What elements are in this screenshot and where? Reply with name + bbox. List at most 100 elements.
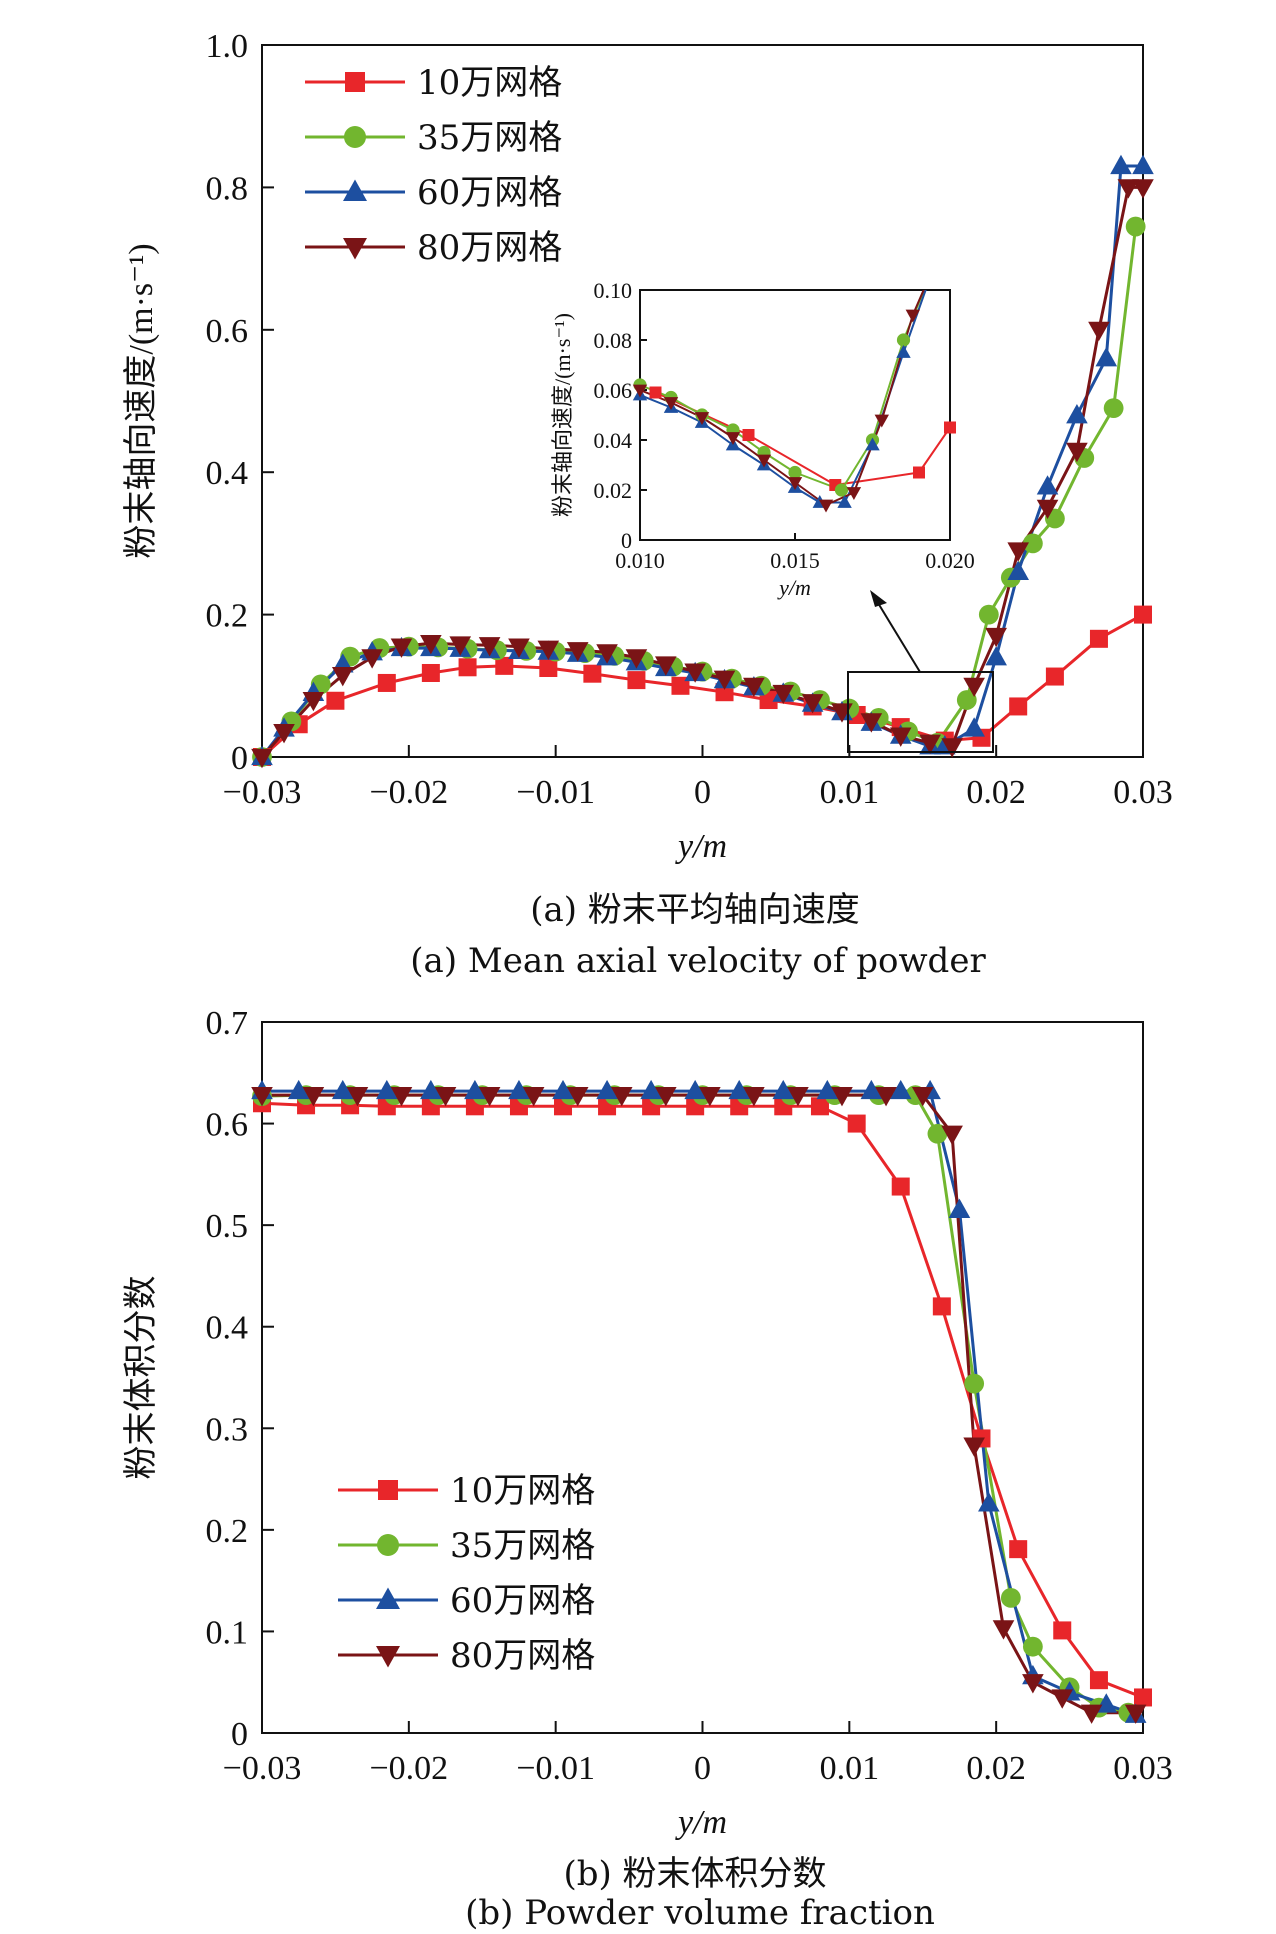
data-point xyxy=(1036,499,1059,520)
x-tick-label: 0.02 xyxy=(966,774,1026,811)
data-point xyxy=(478,1087,501,1107)
data-point xyxy=(632,384,648,398)
zoom-box xyxy=(847,671,994,753)
x-tick-label: 0 xyxy=(694,774,711,811)
data-point xyxy=(596,1079,618,1100)
y-tick-label: 0.5 xyxy=(206,1208,249,1245)
series-line-a_inset-1 xyxy=(640,290,926,491)
legend-entry: 35万网格 xyxy=(450,1526,595,1566)
series-line-b-3 xyxy=(262,1093,1136,1715)
data-point xyxy=(1009,1540,1028,1559)
data-point xyxy=(464,1079,486,1100)
data-point xyxy=(1134,605,1152,624)
series-line-b-1 xyxy=(262,1093,1129,1715)
data-point xyxy=(772,684,795,705)
y-tick-label: 0.8 xyxy=(206,170,249,207)
data-point xyxy=(663,397,679,410)
data-point xyxy=(522,1087,545,1107)
data-point xyxy=(889,727,912,747)
data-point xyxy=(948,1198,971,1219)
x-tick-label: −0.02 xyxy=(369,1750,448,1787)
data-point xyxy=(985,627,1007,648)
data-point xyxy=(539,659,558,677)
x-tick-label: −0.02 xyxy=(369,774,448,811)
data-point xyxy=(1132,154,1154,175)
data-point xyxy=(927,1123,948,1144)
y-tick-label: 1.0 xyxy=(206,28,249,65)
data-point xyxy=(742,429,755,441)
data-point xyxy=(251,748,273,769)
data-point xyxy=(1132,179,1154,199)
data-point xyxy=(566,642,589,662)
legend-entry: 10万网格 xyxy=(450,1471,595,1511)
y-tick-label: 0.2 xyxy=(206,598,249,635)
data-point xyxy=(326,691,345,710)
data-point xyxy=(1022,1636,1043,1657)
data-point xyxy=(837,495,852,508)
data-point xyxy=(905,309,920,323)
data-point xyxy=(874,414,889,428)
data-point xyxy=(1095,1693,1118,1713)
data-point xyxy=(889,1079,912,1100)
data-point xyxy=(1007,542,1029,562)
data-point xyxy=(1066,442,1088,463)
data-point xyxy=(1080,1704,1103,1724)
x-axis-label: y/m xyxy=(675,828,727,865)
data-point xyxy=(1088,321,1110,342)
series-line-a-0 xyxy=(262,613,1143,757)
data-point xyxy=(640,1079,662,1100)
x-tick-label: −0.03 xyxy=(223,774,302,811)
legend-marker xyxy=(377,1534,399,1556)
data-point xyxy=(376,1079,398,1100)
data-point xyxy=(654,1087,677,1107)
x-tick-label: 0.02 xyxy=(966,1750,1026,1787)
data-point xyxy=(1022,1674,1044,1694)
data-point xyxy=(1000,1588,1021,1608)
data-point xyxy=(1045,667,1064,686)
legend-marker xyxy=(345,72,365,92)
data-point xyxy=(421,663,440,682)
data-point xyxy=(913,466,925,479)
data-point xyxy=(964,1373,985,1394)
data-point xyxy=(287,1079,310,1100)
data-point xyxy=(694,412,710,425)
caption-b-en: (b) Powder volume fraction xyxy=(465,1893,935,1933)
legend-entry: 60万网格 xyxy=(417,173,562,213)
x-axis-label: y/m xyxy=(675,1804,727,1841)
data-point xyxy=(1089,1671,1108,1690)
y-axis-label: 粉末体积分数 xyxy=(122,1276,160,1480)
data-point xyxy=(346,1087,369,1107)
data-point xyxy=(1022,533,1043,554)
data-point xyxy=(1089,629,1108,648)
x-tick-label: 0.01 xyxy=(820,1750,880,1787)
legend-marker xyxy=(376,1587,400,1609)
caption-a-en: (a) Mean axial velocity of powder xyxy=(410,941,986,981)
data-point xyxy=(963,1437,985,1457)
data-point xyxy=(896,333,911,347)
data-point xyxy=(985,646,1007,666)
data-point xyxy=(818,499,834,513)
data-point xyxy=(865,437,880,451)
data-point xyxy=(816,1079,839,1100)
data-point xyxy=(273,723,295,744)
y-tick-label: 0.3 xyxy=(206,1411,249,1448)
y-tick-label: 0.6 xyxy=(206,1107,249,1144)
y-tick-label: 0.4 xyxy=(206,1310,249,1347)
data-point xyxy=(944,421,956,434)
data-point xyxy=(759,691,778,710)
x-axis-label: y/m xyxy=(777,575,811,600)
data-point xyxy=(566,1087,589,1107)
data-point xyxy=(963,717,985,737)
data-point xyxy=(860,713,883,733)
data-point xyxy=(537,640,560,661)
data-point xyxy=(1095,347,1118,367)
legend-marker xyxy=(378,1480,398,1500)
data-point xyxy=(508,1079,530,1100)
y-tick-label: 0.1 xyxy=(206,1614,249,1651)
data-point xyxy=(390,1087,413,1107)
y-tick-label: 0 xyxy=(621,528,632,553)
data-point xyxy=(1117,179,1140,199)
y-tick-label: 0.02 xyxy=(594,478,633,503)
data-point xyxy=(810,1097,829,1116)
